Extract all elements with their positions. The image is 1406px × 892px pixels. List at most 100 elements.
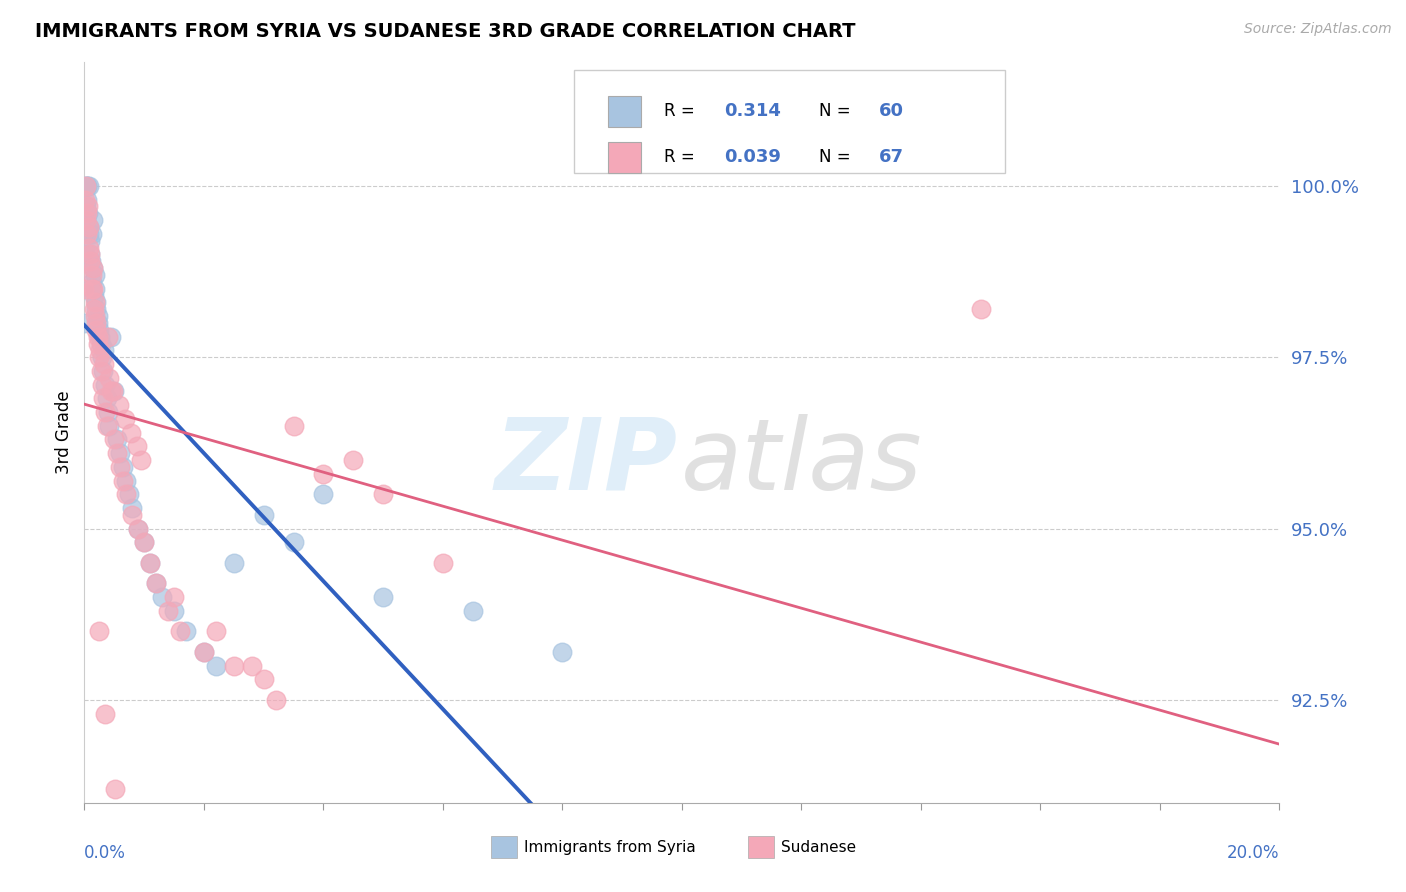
Point [970,302,993,317]
Point [163,604,186,618]
Text: 0.314: 0.314 [724,103,780,120]
Point [101,384,124,399]
Point [73,316,96,330]
Point [110,446,132,460]
Bar [491,836,517,858]
Point [222,556,245,570]
Point [80,268,103,282]
Point [373,487,395,501]
Point [312,487,335,501]
Point [82,275,104,289]
Point [150,590,173,604]
Point [87,329,110,343]
Point [193,645,215,659]
Point [75,213,97,227]
Point [551,645,574,659]
Point [75,213,97,227]
Point [205,624,228,639]
Point [97,405,120,419]
Point [145,576,167,591]
Text: R =: R = [664,103,700,120]
Point [193,645,215,659]
Point [75,178,97,193]
Point [76,193,98,207]
Point [222,658,245,673]
Point [139,556,162,570]
Point [432,556,454,570]
FancyBboxPatch shape [575,70,1005,173]
Point [461,604,484,618]
Point [82,282,104,296]
Point [91,377,114,392]
Bar [748,836,773,858]
Point [80,254,103,268]
Point [264,693,287,707]
Point [100,329,122,343]
Point [77,219,100,234]
Point [114,412,136,426]
Point [89,624,111,639]
Point [98,418,121,433]
Point [100,384,122,399]
Text: N =: N = [820,103,856,120]
Point [94,377,117,392]
Point [125,439,148,453]
Point [121,501,143,516]
Point [98,371,121,385]
Point [105,433,128,447]
Text: 60: 60 [879,103,904,120]
Point [240,658,263,673]
Text: Source: ZipAtlas.com: Source: ZipAtlas.com [1244,22,1392,37]
Point [169,624,191,639]
Point [79,247,101,261]
Point [83,288,105,302]
Point [94,405,117,419]
Point [80,227,103,241]
Point [76,227,98,241]
Point [132,535,156,549]
Point [97,329,120,343]
Point [86,323,108,337]
Point [93,392,115,406]
Point [112,459,135,474]
Point [82,213,104,227]
Point [103,384,125,399]
Point [77,227,100,241]
Point [79,254,101,268]
Point [84,302,107,317]
Point [84,282,107,296]
Point [283,418,305,433]
Point [174,624,197,639]
Bar [607,142,641,173]
Point [120,425,142,440]
Text: atlas: atlas [681,414,922,511]
Point [77,240,100,254]
Text: R =: R = [664,148,700,166]
Point [118,487,141,501]
Point [76,206,98,220]
Point [253,508,276,522]
Text: 20.0%: 20.0% [1227,844,1279,862]
Point [96,392,118,406]
Text: Immigrants from Syria: Immigrants from Syria [524,839,696,855]
Point [83,295,105,310]
Point [283,535,305,549]
Point [145,576,167,591]
Point [77,178,100,193]
Point [83,268,105,282]
Point [94,706,117,721]
Point [312,467,335,481]
Point [110,459,132,474]
Point [73,193,96,207]
Point [73,247,96,261]
Point [108,398,131,412]
Point [77,199,100,213]
Point [89,343,111,358]
Point [91,350,114,364]
Text: ZIP: ZIP [495,414,678,511]
Point [205,658,228,673]
Point [87,316,110,330]
Point [83,302,105,317]
Text: 0.039: 0.039 [724,148,780,166]
Bar [607,95,641,127]
